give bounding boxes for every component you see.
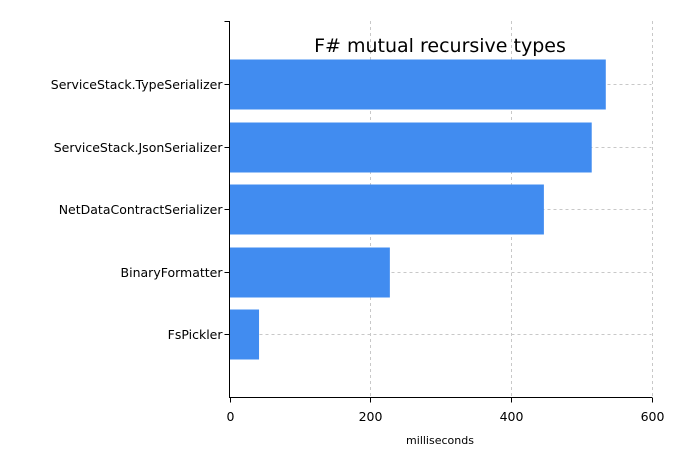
x-tick-label: 400	[500, 409, 524, 424]
category-label: NetDataContractSerializer	[59, 202, 224, 217]
category-label: BinaryFormatter	[121, 265, 224, 280]
bar	[229, 122, 592, 173]
chart-title: F# mutual recursive types	[314, 35, 566, 57]
x-tick-label: 600	[641, 409, 665, 424]
bar	[229, 184, 544, 235]
bar	[229, 59, 606, 110]
labels: 0 200 400 600 ServiceStack.TypeSerializer Ser…	[51, 77, 665, 424]
x-tick-label: 0	[227, 409, 235, 424]
ticks	[224, 21, 653, 403]
category-label: ServiceStack.TypeSerializer	[51, 77, 224, 92]
x-tick-label: 200	[359, 409, 383, 424]
category-label: ServiceStack.JsonSerializer	[54, 140, 224, 155]
bar	[229, 309, 260, 360]
x-axis-title: milliseconds	[406, 434, 474, 447]
category-label: FsPickler	[168, 327, 224, 342]
bar	[229, 247, 390, 298]
bars	[229, 59, 606, 360]
